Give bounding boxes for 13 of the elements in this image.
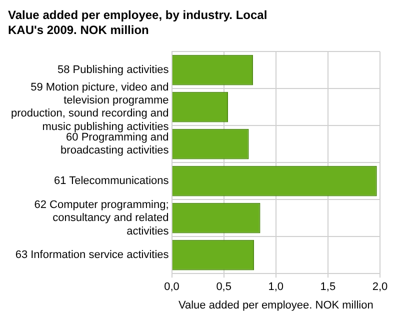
y-tick-label: 58 Publishing activities: [57, 64, 170, 76]
x-tick-label: 2,0: [372, 281, 388, 294]
y-tick-label: 61 Telecommunications: [54, 175, 170, 188]
x-tick-label: 1,0: [268, 281, 284, 294]
x-tick-label: 0,0: [164, 281, 180, 294]
chart-title: Value added per employee, by industry. Local KAU's 2009. NOK million: [8, 8, 268, 38]
x-tick-label: 0,5: [216, 281, 232, 294]
y-tick-label: 63 Information service activities: [15, 249, 170, 262]
y-tick-label: 62 Computer programming; consultancy and related activities: [34, 198, 170, 238]
y-tick-label: 59 Motion picture, video and television programme production, sound recording and music publishing activities: [10, 81, 170, 133]
x-axis-title: Value added per employee. NOK million: [178, 299, 374, 312]
y-tick-label: 60 Programming and broadcasting activities: [60, 132, 170, 157]
x-tick-label: 1,5: [320, 281, 336, 294]
